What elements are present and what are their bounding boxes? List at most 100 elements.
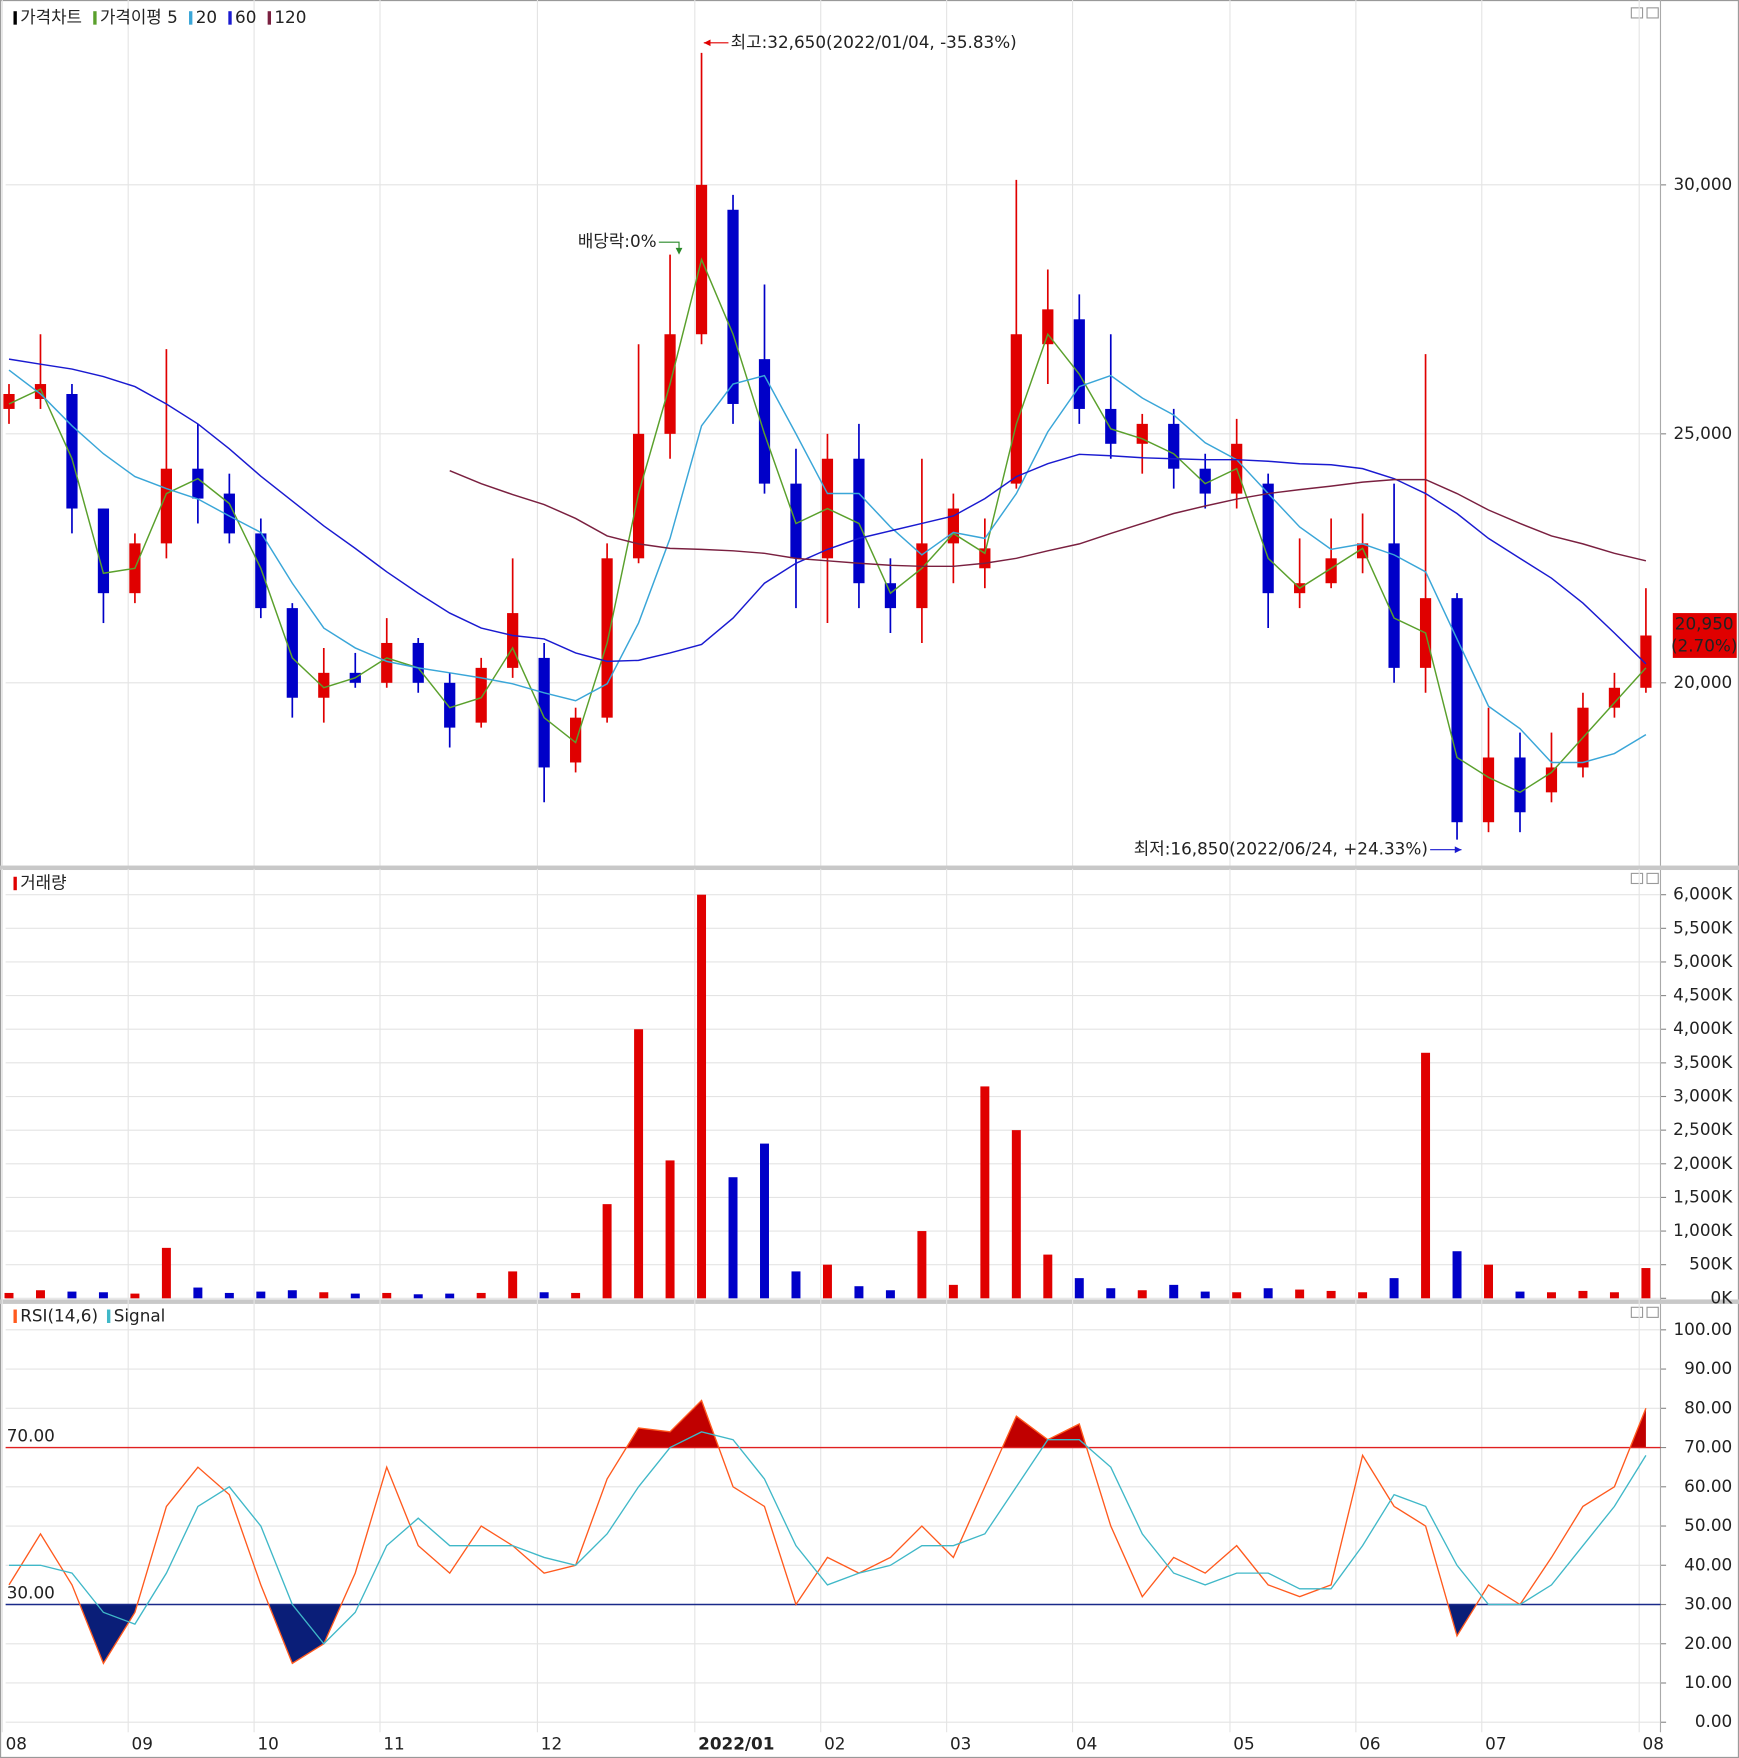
legend-label: 20: [196, 7, 217, 27]
legend-label: 120: [274, 7, 306, 27]
volume-bar: [1578, 1290, 1588, 1299]
volume-bar: [413, 1294, 423, 1299]
volume-bar: [822, 1264, 832, 1299]
close-button[interactable]: [1646, 1306, 1659, 1318]
candle-body: [884, 583, 897, 609]
panel-separator: [0, 1299, 1739, 1304]
x-tick-label: 07: [1485, 1734, 1506, 1754]
y-tick-label: 25,000: [1673, 423, 1732, 443]
x-tick-label: 11: [383, 1734, 404, 1754]
y-tick-label: 1,000K: [1673, 1220, 1733, 1240]
volume-bar: [1515, 1291, 1525, 1299]
volume-bar: [1263, 1288, 1273, 1299]
minimize-button[interactable]: [1630, 872, 1644, 885]
arrow-head: [675, 247, 683, 255]
y-tick-label: 0.00: [1695, 1711, 1732, 1731]
candle-body: [1262, 483, 1274, 594]
candle-body: [507, 613, 519, 668]
y-tick-label: 30,000: [1673, 174, 1732, 194]
x-tick-label: 08: [6, 1734, 27, 1754]
candle-body: [853, 458, 865, 584]
volume-bar: [1358, 1292, 1368, 1299]
volume-bar: [1043, 1254, 1053, 1299]
legend-swatch: [189, 11, 193, 25]
y-tick-label: 50.00: [1684, 1515, 1732, 1535]
volume-bar: [1169, 1284, 1179, 1299]
y-tick-label: 0K: [1711, 1287, 1734, 1307]
legend-swatch: [93, 11, 97, 25]
candle-body: [444, 682, 456, 728]
y-tick-label: 10.00: [1684, 1672, 1732, 1692]
candle-body: [1325, 558, 1337, 584]
annotation-text: 최고:32,650(2022/01/04, -35.83%): [731, 32, 1017, 52]
moving-average-line: [449, 469, 1647, 568]
arrow-head: [1454, 846, 1462, 854]
volume-bar: [382, 1292, 392, 1299]
y-tick-label: 4,500K: [1673, 985, 1733, 1005]
candle-body: [1105, 408, 1117, 444]
legend-label: 가격이평 5: [100, 7, 178, 27]
candle-body: [318, 672, 330, 698]
candle-body: [1608, 687, 1621, 708]
volume-bar: [98, 1292, 108, 1299]
y-tick-label: 5,000K: [1673, 951, 1733, 971]
close-button[interactable]: [1646, 7, 1659, 19]
candle-body: [1199, 468, 1211, 494]
volume-bar: [917, 1231, 927, 1299]
volume-bar: [885, 1290, 895, 1299]
candle-body: [3, 393, 15, 409]
volume-bar: [602, 1204, 612, 1299]
y-tick-label: 3,000K: [1673, 1086, 1733, 1106]
candle-body: [947, 508, 959, 544]
y-tick-label: 20.00: [1684, 1633, 1732, 1653]
volume-bar: [539, 1292, 549, 1299]
volume-bar: [1546, 1292, 1556, 1299]
candle-body: [1451, 598, 1463, 823]
volume-bar: [1484, 1264, 1494, 1299]
y-tick-label: 100.00: [1673, 1319, 1732, 1339]
volume-bar: [728, 1177, 738, 1299]
close-button[interactable]: [1646, 872, 1659, 885]
last-price-label: 20,950: [1675, 613, 1734, 633]
y-tick-label: 6,000K: [1673, 884, 1733, 904]
y-tick-label: 2,500K: [1673, 1119, 1733, 1139]
y-tick-label: 80.00: [1684, 1397, 1732, 1417]
legend-swatch: [13, 1309, 17, 1323]
candle-body: [412, 642, 424, 683]
window-buttons[interactable]: [1630, 7, 1659, 1318]
legend-label: 가격차트: [20, 7, 82, 27]
candle-body: [381, 642, 393, 683]
candle-body: [1545, 767, 1558, 793]
candle-body: [1010, 334, 1022, 484]
last-price-box: [1672, 613, 1737, 658]
moving-average-line: [8, 369, 1647, 764]
moving-average-line: [8, 358, 1647, 665]
volume-bar: [287, 1290, 297, 1299]
minimize-button[interactable]: [1630, 1306, 1644, 1318]
volume-bar: [1137, 1290, 1147, 1299]
candle-body: [916, 543, 928, 609]
candle-body: [1356, 543, 1369, 559]
y-tick-label: 500K: [1689, 1254, 1733, 1274]
candle-body: [538, 657, 550, 768]
volume-bar: [35, 1290, 45, 1299]
candle-body: [1640, 635, 1652, 688]
volume-bar: [319, 1292, 329, 1299]
moving-average-line: [8, 257, 1647, 794]
candle-body: [727, 209, 739, 404]
volume-bar: [508, 1271, 518, 1299]
indicator-line: [8, 1399, 1647, 1665]
y-tick-label: 30.00: [1684, 1594, 1732, 1614]
legend-swatch: [106, 1309, 111, 1323]
x-tick-label: 04: [1076, 1734, 1097, 1754]
volume-bar: [67, 1291, 77, 1299]
legend-label: RSI(14,6): [20, 1305, 98, 1325]
minimize-button[interactable]: [1630, 7, 1644, 19]
x-tick-label: 06: [1359, 1734, 1380, 1754]
candle-body: [1514, 757, 1526, 813]
legend-swatch: [13, 876, 17, 891]
legend-label: 거래량: [20, 872, 66, 892]
candle-body: [97, 508, 110, 594]
